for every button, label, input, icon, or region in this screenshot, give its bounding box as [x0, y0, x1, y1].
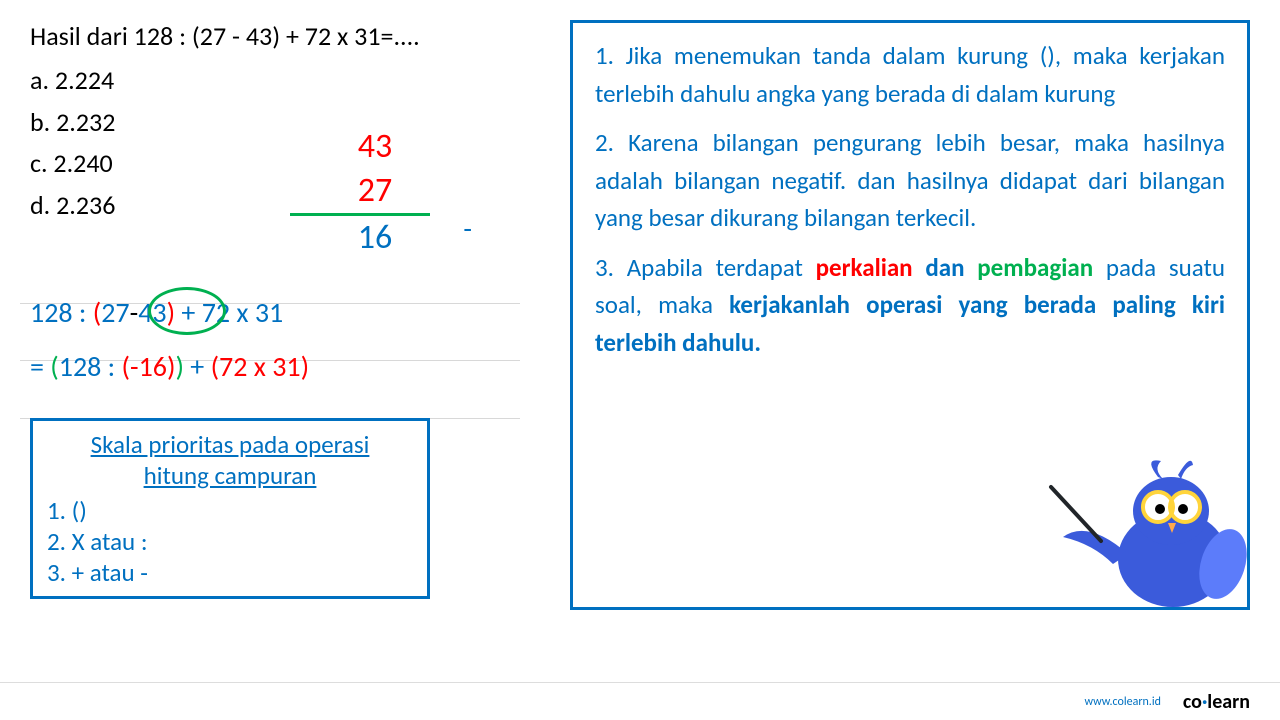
- option-a: a. 2.224: [30, 60, 540, 102]
- explanation-para-2: 2. Karena bilangan pengurang lebih besar…: [595, 124, 1225, 237]
- expression-line-2: = (128 : (-16)) + (72 x 31): [30, 340, 540, 393]
- left-panel: Hasil dari 128 : (27 - 43) + 72 x 31=...…: [30, 20, 540, 610]
- subtraction-top: 43: [320, 125, 430, 169]
- priority-title: Skala prioritas pada operasi hitung camp…: [47, 429, 413, 491]
- subtraction-work: 43 27 - 16: [320, 125, 430, 261]
- perkalian-word: perkalian: [816, 252, 913, 283]
- explanation-para-3: 3. Apabila terdapat perkalian dan pembag…: [595, 249, 1225, 362]
- option-b: b. 2.232: [30, 102, 540, 144]
- priority-items: 1. () 2. X atau : 3. + atau -: [47, 495, 413, 588]
- minus-sign: -: [463, 211, 472, 247]
- expression-line-1: 128 : (27-43) + 72 x 31: [30, 286, 540, 339]
- subtraction-result: 16: [320, 216, 430, 260]
- explanation-panel: 1. Jika menemukan tanda dalam kurung (),…: [570, 20, 1250, 610]
- footer: www.colearn.id co·learn: [0, 682, 1280, 720]
- option-c: c. 2.240: [30, 143, 540, 185]
- expression-work: 128 : (27-43) + 72 x 31 = (128 : (-16)) …: [30, 286, 540, 392]
- footer-weblink: www.colearn.id: [1084, 695, 1160, 709]
- question-options: a. 2.224 b. 2.232 c. 2.240 d. 2.236: [30, 60, 540, 226]
- explanation-para-1: 1. Jika menemukan tanda dalam kurung (),…: [595, 37, 1225, 112]
- mascot-bird-icon: [1043, 449, 1253, 619]
- subtraction-bottom: 27 -: [320, 169, 430, 213]
- pembagian-word: pembagian: [977, 252, 1093, 283]
- question-prompt: Hasil dari 128 : (27 - 43) + 72 x 31=...…: [30, 20, 540, 52]
- footer-brand: co·learn: [1183, 690, 1250, 714]
- priority-box: Skala prioritas pada operasi hitung camp…: [30, 418, 430, 599]
